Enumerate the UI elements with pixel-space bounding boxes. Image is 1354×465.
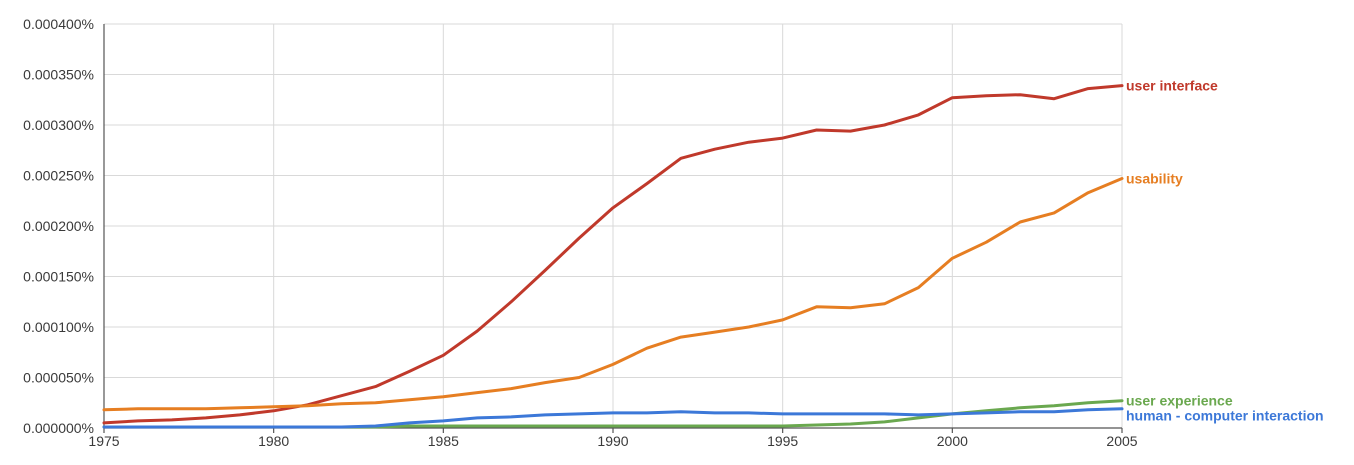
x-tick-label: 1995 bbox=[767, 433, 798, 449]
y-tick-label: 0.000350% bbox=[23, 67, 94, 83]
grid-layer bbox=[104, 23, 1123, 428]
y-axis-tick-labels: 0.000000% 0.000050% 0.000100% 0.000150% 0.00… bbox=[23, 16, 94, 436]
y-tick-label: 0.000400% bbox=[23, 16, 94, 32]
y-tick-label: 0.000150% bbox=[23, 269, 94, 285]
y-tick-label: 0.000200% bbox=[23, 218, 94, 234]
x-tick-label: 1985 bbox=[428, 433, 459, 449]
x-tick-label: 1980 bbox=[258, 433, 289, 449]
series-line-usability bbox=[102, 177, 1124, 412]
x-tick-label: 2000 bbox=[937, 433, 968, 449]
series-label-user-interface: user interface bbox=[1126, 78, 1218, 94]
series-layer bbox=[102, 84, 1124, 429]
series-labels: user interface usability user experiencehu… bbox=[1126, 78, 1324, 424]
series-line-user-interface bbox=[102, 84, 1124, 425]
series-line-human-computer-interaction bbox=[102, 407, 1124, 429]
y-tick-label: 0.000000% bbox=[23, 420, 94, 436]
series-label-usability: usability bbox=[1126, 171, 1183, 187]
series-label-human-computer-interaction: human - computer interaction bbox=[1126, 408, 1324, 424]
y-tick-label: 0.000300% bbox=[23, 117, 94, 133]
x-tick-label: 1990 bbox=[597, 433, 628, 449]
x-tick-label: 1975 bbox=[88, 433, 119, 449]
series-label-user-experience: user experience bbox=[1126, 393, 1233, 409]
x-axis-tick-labels: 1975 1980 1985 1990 1995 2000 2005 bbox=[88, 433, 1137, 449]
y-tick-label: 0.000050% bbox=[23, 370, 94, 386]
y-tick-label: 0.000250% bbox=[23, 168, 94, 184]
y-tick-label: 0.000100% bbox=[23, 319, 94, 335]
x-tick-label: 2005 bbox=[1106, 433, 1137, 449]
